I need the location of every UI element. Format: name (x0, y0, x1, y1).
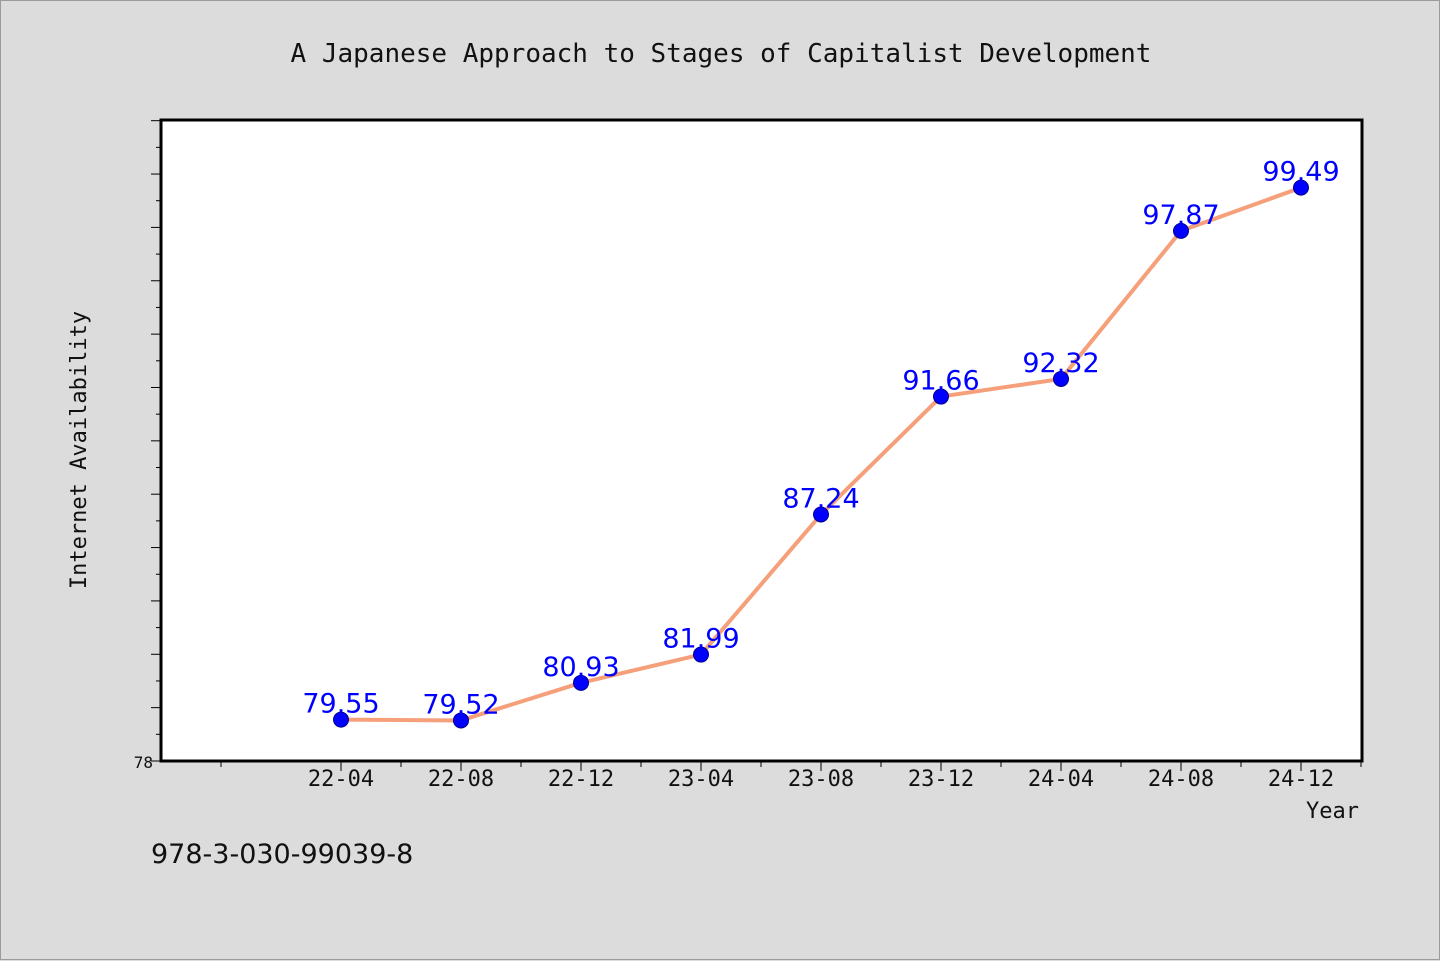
data-label: 80.93 (542, 652, 619, 683)
x-tick-label: 22-08 (428, 767, 494, 792)
data-point (1173, 222, 1189, 239)
data-point (1293, 179, 1309, 196)
x-tick-label: 24-04 (1028, 767, 1094, 792)
chart-title: A Japanese Approach to Stages of Capital… (291, 39, 1152, 69)
data-label: 87.24 (782, 483, 859, 514)
x-tick-label: 24-08 (1148, 767, 1214, 792)
data-point (813, 506, 829, 523)
x-axis-label: Year (1306, 799, 1359, 824)
data-point (333, 711, 349, 728)
data-point (1053, 370, 1069, 387)
x-axis-ticks: 22-04 22-08 22-12 23-04 23-08 23-12 24-04 24-08… (220, 761, 1362, 792)
series-line-group: 79.55 79.52 80.93 81.99 87.24 91.66 92.32 97.87… (302, 157, 1340, 729)
data-label: 79.52 (422, 689, 499, 720)
x-tick-label: 24-12 (1268, 767, 1334, 792)
y-axis-label: Internet Availability (67, 311, 92, 589)
data-point (933, 388, 949, 405)
x-tick-label: 23-12 (908, 767, 974, 792)
x-tick-label: 23-04 (668, 767, 734, 792)
data-label: 91.66 (902, 366, 979, 397)
data-label: 97.87 (1142, 200, 1219, 231)
y-tick-label: 78 (134, 753, 153, 772)
plot-area (159, 118, 1364, 763)
data-label: 99.49 (1262, 157, 1339, 188)
data-label: 81.99 (662, 624, 739, 655)
data-label: 92.32 (1022, 348, 1099, 379)
data-label: 79.55 (302, 689, 379, 720)
y-axis-ticks: 78 (134, 120, 161, 772)
data-point (573, 674, 589, 691)
isbn-text: 978-3-030-99039-8 (151, 839, 413, 870)
x-tick-label: 23-08 (788, 767, 854, 792)
x-tick-label: 22-04 (308, 767, 374, 792)
x-tick-label: 22-12 (548, 767, 614, 792)
data-point (453, 712, 469, 729)
data-point (693, 646, 709, 663)
